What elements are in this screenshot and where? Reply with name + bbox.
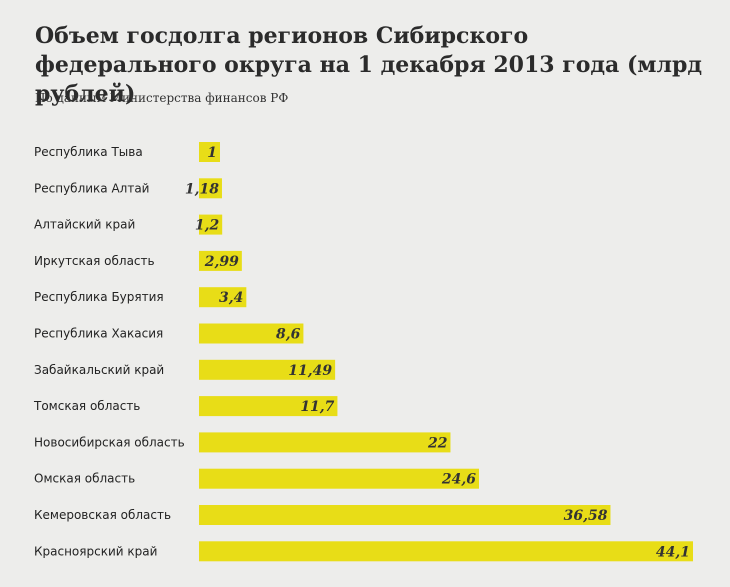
bar xyxy=(199,250,242,271)
bar xyxy=(199,214,223,235)
category-label: Республика Тыва xyxy=(34,145,143,159)
category-label: Республика Алтай xyxy=(34,181,149,195)
chart-subtitle: По данным Министерства финансов РФ xyxy=(35,91,289,105)
category-label: Иркутская область xyxy=(34,254,155,268)
bar xyxy=(199,287,247,308)
bar xyxy=(199,142,220,162)
chart-title: Объем госдолга регионов Сибирского федер… xyxy=(35,23,703,107)
value-label: 24,6 xyxy=(441,472,476,488)
value-label: 1,18 xyxy=(185,181,219,197)
value-label: 36,58 xyxy=(564,508,608,524)
value-label: 1 xyxy=(207,145,217,161)
bar xyxy=(199,359,336,380)
bar xyxy=(199,323,304,344)
bar xyxy=(199,468,479,489)
category-label: Омская область xyxy=(34,472,135,486)
bar xyxy=(199,432,451,453)
category-label: Республика Хакасия xyxy=(34,327,163,341)
value-label: 44,1 xyxy=(656,544,690,560)
category-label: Республика Бурятия xyxy=(34,290,164,304)
bar xyxy=(199,396,338,417)
category-label: Томская область xyxy=(33,399,140,413)
bar xyxy=(199,541,693,562)
category-label: Алтайский край xyxy=(34,218,135,232)
bar xyxy=(199,178,222,199)
value-label: 2,99 xyxy=(204,254,239,270)
value-label: 1,2 xyxy=(195,218,220,234)
value-label: 22 xyxy=(427,435,448,451)
category-label: Новосибирская область xyxy=(34,435,185,449)
value-label: 8,6 xyxy=(276,327,301,343)
category-label: Красноярский край xyxy=(34,544,157,558)
category-label: Кемеровская область xyxy=(34,508,171,522)
value-label: 11,7 xyxy=(300,399,334,415)
value-label: 3,4 xyxy=(219,290,243,306)
bar xyxy=(199,505,611,525)
value-label: 11,49 xyxy=(288,363,332,379)
category-label: Забайкальский край xyxy=(34,363,164,377)
